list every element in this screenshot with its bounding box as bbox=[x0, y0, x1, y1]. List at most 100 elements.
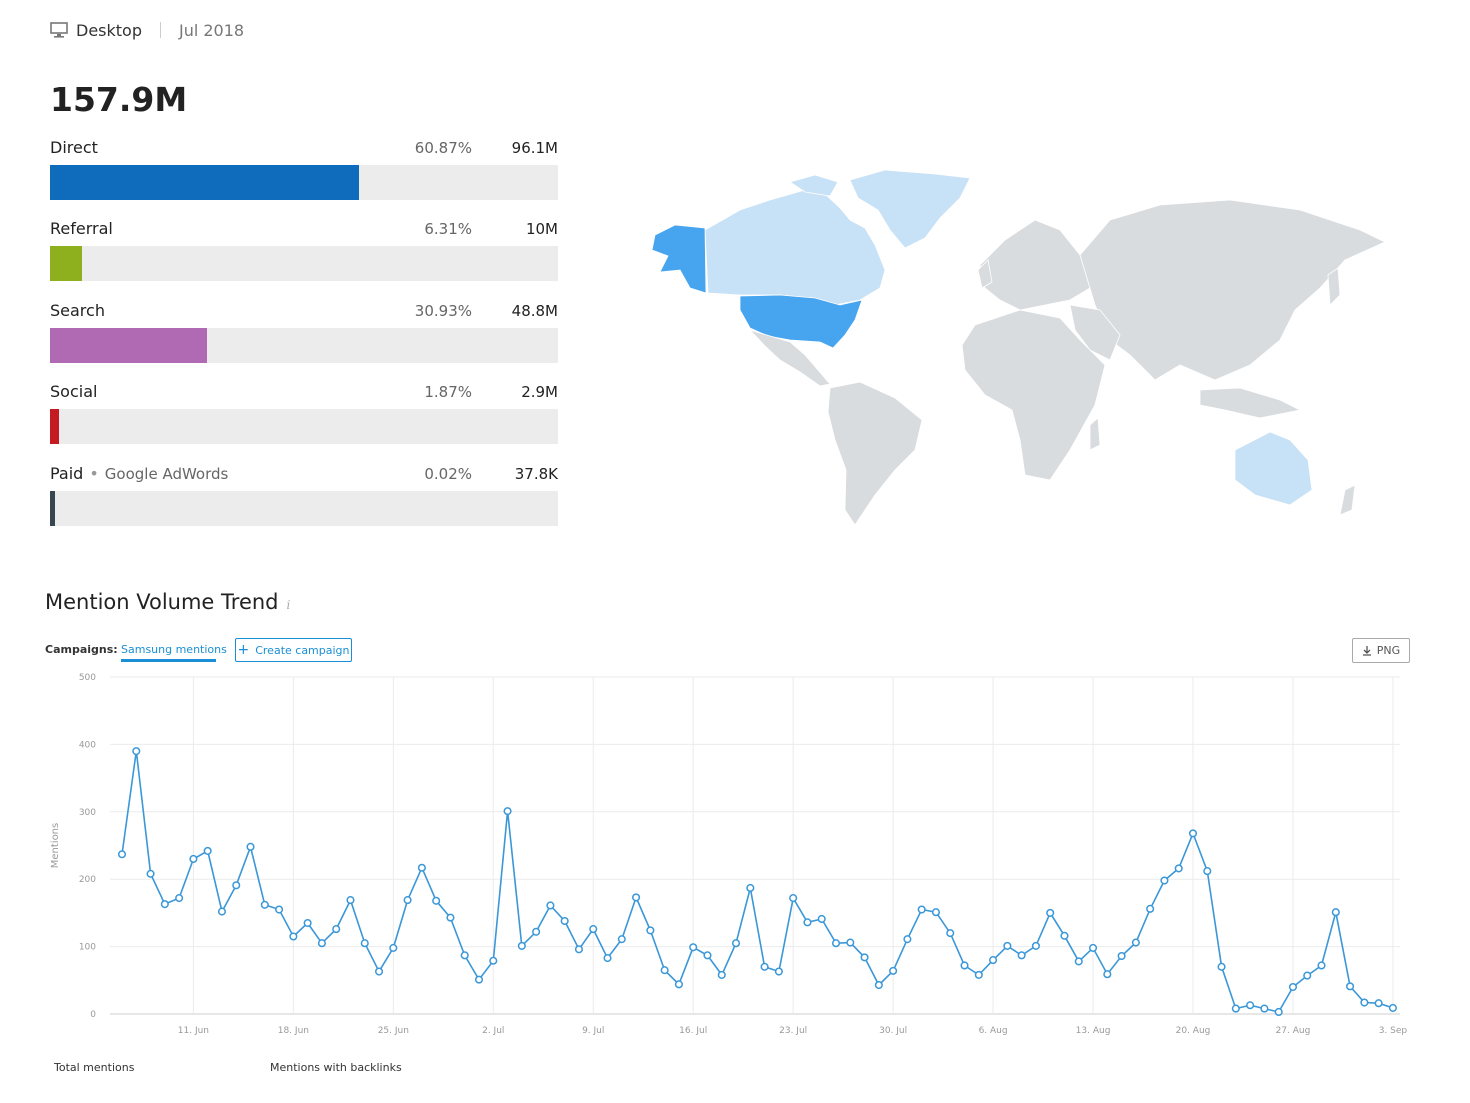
data-point[interactable] bbox=[1274, 1007, 1283, 1017]
map-south-america[interactable] bbox=[827, 381, 923, 526]
data-point[interactable] bbox=[874, 980, 883, 990]
export-png-button[interactable]: PNG bbox=[1352, 638, 1410, 663]
data-point[interactable] bbox=[317, 939, 326, 948]
data-point[interactable] bbox=[1046, 908, 1055, 917]
data-point[interactable] bbox=[1260, 1004, 1269, 1013]
data-point[interactable] bbox=[532, 927, 541, 936]
data-point[interactable] bbox=[203, 846, 212, 855]
data-point[interactable] bbox=[860, 953, 869, 962]
data-point[interactable] bbox=[831, 939, 841, 948]
data-point[interactable] bbox=[146, 869, 155, 878]
data-point[interactable] bbox=[217, 907, 227, 916]
data-point[interactable] bbox=[960, 961, 969, 970]
data-point[interactable] bbox=[175, 894, 184, 903]
map-madagascar[interactable] bbox=[1089, 417, 1101, 451]
data-point[interactable] bbox=[989, 956, 998, 965]
data-point[interactable] bbox=[1246, 1001, 1255, 1010]
data-point[interactable] bbox=[1203, 867, 1212, 876]
data-point[interactable] bbox=[403, 896, 412, 905]
data-point[interactable] bbox=[1031, 941, 1040, 950]
data-point[interactable] bbox=[603, 954, 612, 963]
data-point[interactable] bbox=[289, 932, 298, 941]
data-point[interactable] bbox=[703, 951, 712, 960]
legend-mentions-backlinks[interactable]: Mentions with backlinks bbox=[270, 1061, 402, 1074]
data-point[interactable] bbox=[1146, 904, 1155, 913]
data-point[interactable] bbox=[1188, 829, 1198, 838]
data-point[interactable] bbox=[689, 943, 698, 952]
map-mexico[interactable] bbox=[748, 329, 831, 387]
data-point[interactable] bbox=[789, 894, 798, 903]
data-point[interactable] bbox=[1374, 999, 1383, 1008]
create-campaign-button[interactable]: + Create campaign bbox=[235, 638, 352, 662]
data-point[interactable] bbox=[160, 900, 169, 909]
data-point[interactable] bbox=[275, 905, 284, 914]
data-point[interactable] bbox=[1288, 982, 1298, 992]
map-new-zealand[interactable] bbox=[1339, 484, 1356, 516]
data-point[interactable] bbox=[646, 926, 655, 935]
data-point[interactable] bbox=[846, 938, 855, 947]
data-point[interactable] bbox=[1303, 971, 1312, 980]
info-icon[interactable]: i bbox=[286, 598, 291, 612]
data-point[interactable] bbox=[489, 956, 498, 965]
map-europe[interactable] bbox=[979, 219, 1096, 311]
data-point[interactable] bbox=[303, 918, 312, 928]
map-greenland[interactable] bbox=[849, 169, 971, 249]
data-point[interactable] bbox=[374, 967, 384, 976]
data-point[interactable] bbox=[903, 935, 912, 944]
data-point[interactable] bbox=[674, 980, 683, 989]
map-canada-islands[interactable] bbox=[789, 174, 839, 197]
source-search[interactable]: Search 30.93% 48.8M bbox=[50, 301, 558, 363]
data-point[interactable] bbox=[246, 842, 255, 851]
data-point[interactable] bbox=[503, 807, 512, 816]
data-point[interactable] bbox=[931, 908, 941, 917]
map-africa[interactable] bbox=[961, 309, 1106, 481]
campaign-tab-samsung[interactable]: Samsung mentions bbox=[121, 643, 227, 656]
data-point[interactable] bbox=[974, 970, 983, 979]
data-point[interactable] bbox=[1117, 951, 1126, 961]
data-point[interactable] bbox=[1074, 957, 1083, 966]
data-point[interactable] bbox=[574, 945, 584, 954]
map-indonesia[interactable] bbox=[1199, 387, 1302, 419]
data-point[interactable] bbox=[1131, 938, 1140, 947]
data-point[interactable] bbox=[889, 966, 898, 975]
data-point[interactable] bbox=[946, 929, 955, 938]
map-united-states[interactable] bbox=[739, 294, 863, 349]
map-australia[interactable] bbox=[1234, 431, 1313, 506]
source-social[interactable]: Social 1.87% 2.9M bbox=[50, 382, 558, 444]
data-point[interactable] bbox=[517, 941, 526, 950]
data-point[interactable] bbox=[1017, 951, 1026, 960]
data-point[interactable] bbox=[332, 925, 341, 934]
data-point[interactable] bbox=[389, 943, 398, 952]
data-point[interactable] bbox=[774, 967, 783, 976]
data-point[interactable] bbox=[1160, 876, 1169, 885]
data-point[interactable] bbox=[560, 916, 569, 926]
data-point[interactable] bbox=[432, 896, 441, 905]
data-point[interactable] bbox=[1346, 982, 1355, 991]
data-point[interactable] bbox=[417, 863, 426, 872]
source-direct[interactable]: Direct 60.87% 96.1M bbox=[50, 138, 558, 200]
map-canada[interactable] bbox=[704, 189, 886, 306]
data-point[interactable] bbox=[1331, 908, 1340, 917]
data-point[interactable] bbox=[360, 939, 369, 948]
map-asia[interactable] bbox=[1079, 199, 1386, 381]
map-japan[interactable] bbox=[1327, 267, 1341, 306]
legend-total-mentions[interactable]: Total mentions bbox=[54, 1061, 135, 1074]
data-point[interactable] bbox=[232, 881, 241, 890]
data-point[interactable] bbox=[260, 900, 269, 909]
data-point[interactable] bbox=[917, 905, 926, 914]
data-point[interactable] bbox=[1060, 931, 1069, 940]
map-middle-east[interactable] bbox=[1069, 304, 1121, 361]
map-uk[interactable] bbox=[977, 259, 993, 289]
data-point[interactable] bbox=[1003, 941, 1012, 950]
data-point[interactable] bbox=[731, 939, 741, 948]
data-point[interactable] bbox=[1317, 961, 1326, 970]
source-referral[interactable]: Referral 6.31% 10M bbox=[50, 219, 558, 281]
data-point[interactable] bbox=[1231, 1004, 1240, 1013]
data-point[interactable] bbox=[660, 966, 669, 975]
data-point[interactable] bbox=[617, 935, 626, 944]
data-point[interactable] bbox=[1174, 864, 1183, 873]
map-alaska[interactable] bbox=[651, 224, 707, 294]
data-point[interactable] bbox=[1360, 998, 1369, 1007]
data-point[interactable] bbox=[132, 747, 141, 756]
data-point[interactable] bbox=[1217, 962, 1226, 971]
